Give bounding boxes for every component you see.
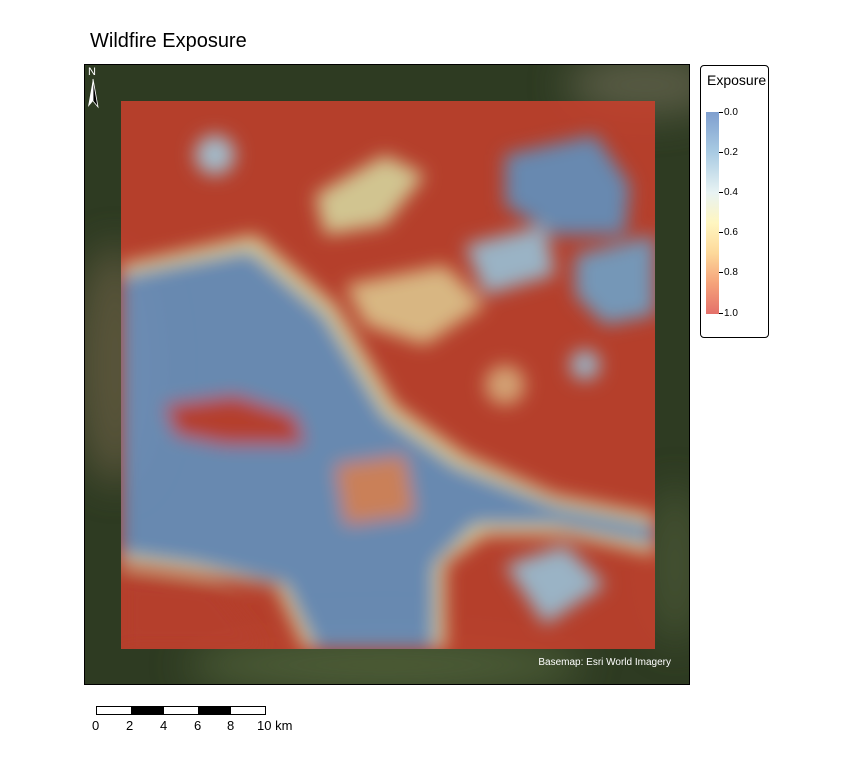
legend: Exposure 0.0 0.2 0.4 0.6 0.8 1.0	[700, 65, 769, 338]
map-panel[interactable]: N Basemap: Esri World Imagery	[84, 64, 690, 685]
north-arrow-icon: N	[88, 66, 99, 109]
scale-label: 8	[227, 718, 235, 733]
map-title: Wildfire Exposure	[90, 30, 247, 52]
legend-tick: 1.0	[719, 309, 738, 319]
legend-tick: 0.8	[719, 268, 738, 278]
legend-title: Exposure	[707, 72, 767, 88]
legend-colorbar	[706, 112, 719, 314]
legend-tick: 0.0	[719, 108, 738, 118]
scale-label: 2	[126, 718, 134, 733]
scale-label: 0	[92, 718, 100, 733]
exposure-raster	[85, 65, 689, 684]
north-label: N	[88, 66, 96, 78]
scale-label: 4	[160, 718, 168, 733]
scale-label: 6	[194, 718, 202, 733]
basemap-credit: Basemap: Esri World Imagery	[538, 657, 671, 668]
legend-tick: 0.2	[719, 148, 738, 158]
scale-label: 10 km	[257, 718, 293, 733]
legend-tick: 0.4	[719, 188, 738, 198]
legend-tick: 0.6	[719, 228, 738, 238]
scale-bar	[96, 706, 266, 715]
